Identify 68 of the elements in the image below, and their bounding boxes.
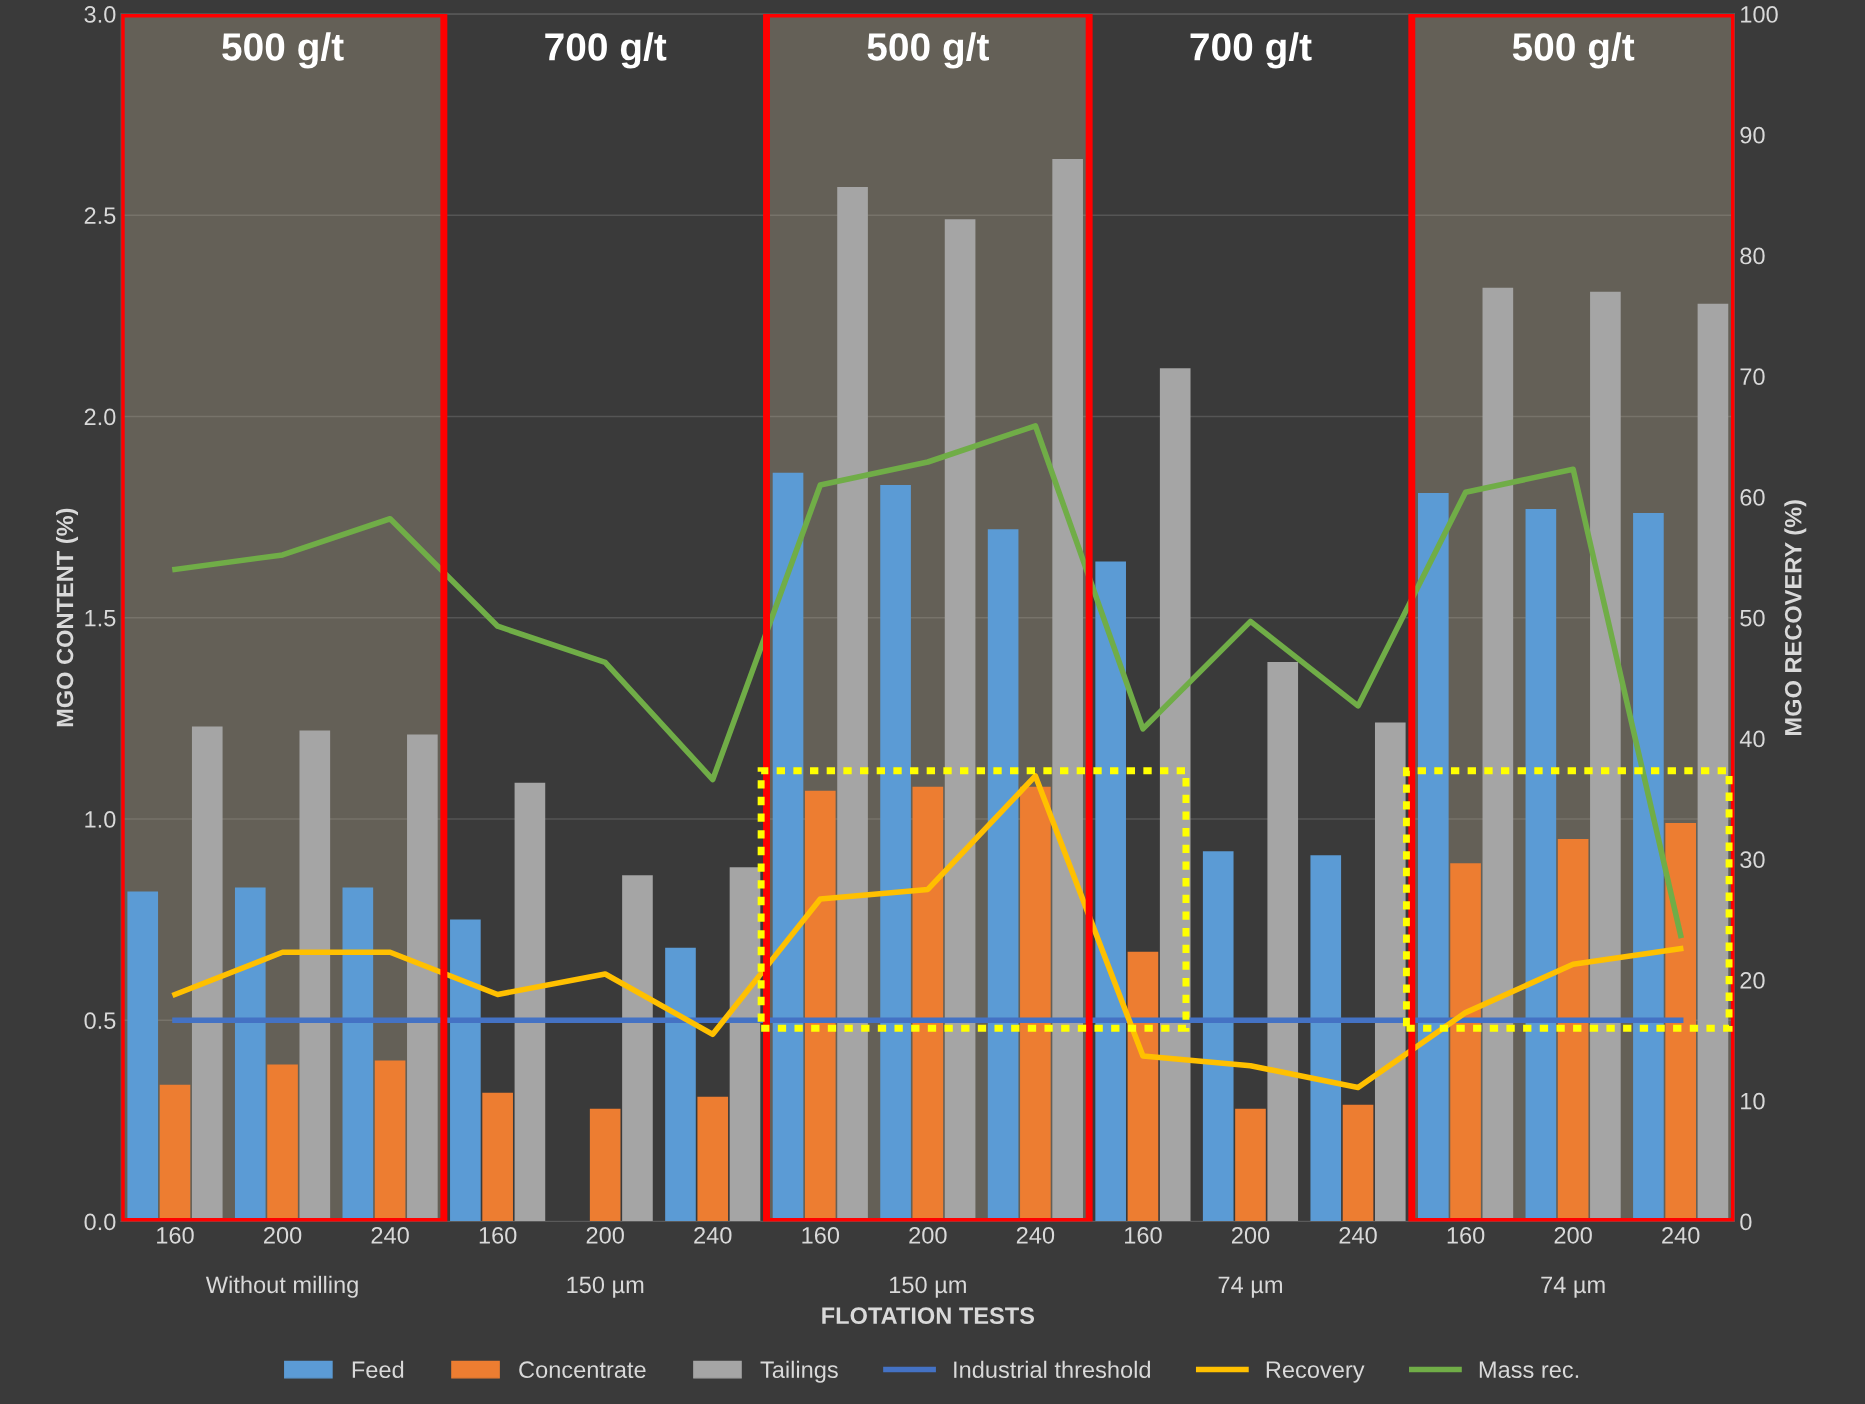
- x-tick-label: 240: [694, 1226, 732, 1244]
- y-tick-label: 2.5: [84, 207, 116, 225]
- bar: [1095, 561, 1126, 1222]
- y2-tick-label: 80: [1740, 247, 1765, 265]
- bar: [1127, 951, 1159, 1222]
- y2-tick-label: 90: [1740, 126, 1765, 144]
- legend-label: Industrial threshold: [954, 1360, 1151, 1379]
- bar: [1374, 722, 1406, 1222]
- annotation: 500 g/t: [222, 32, 344, 69]
- y2-tick-label: 40: [1739, 730, 1765, 748]
- y-tick-label: 1.5: [85, 610, 116, 627]
- bar: [1159, 368, 1191, 1222]
- y2-tick-label: 30: [1740, 851, 1765, 869]
- y-axis-title: MGO CONTENT (%): [55, 508, 78, 727]
- annotation: 700 g/t: [545, 32, 667, 69]
- legend-label: Tailings: [760, 1360, 838, 1383]
- x-axis-title: FLOTATION TESTS: [822, 1307, 1035, 1325]
- x-tick-label: 160: [1447, 1226, 1485, 1244]
- x-tick-label: 240: [1662, 1226, 1700, 1244]
- y2-tick-label: 70: [1740, 368, 1765, 386]
- text: Without milling: [205, 1275, 358, 1298]
- text: 150 µm: [567, 1276, 644, 1298]
- x-tick-label: 240: [1016, 1226, 1055, 1244]
- text: 74 µm: [1541, 1276, 1605, 1298]
- bar: [622, 875, 653, 1222]
- bar: [589, 1108, 621, 1222]
- annotation: 500 g/t: [867, 32, 989, 69]
- legend-label: Feed: [352, 1360, 404, 1379]
- text: 150 µm: [890, 1276, 966, 1298]
- bar: [729, 867, 761, 1222]
- bar: [450, 919, 481, 1222]
- y2-tick-label: 100: [1741, 6, 1778, 23]
- y-tick-label: 0.5: [84, 1012, 116, 1030]
- y2-tick-label: 0: [1740, 1213, 1752, 1231]
- y-tick-label: 0.0: [84, 1213, 116, 1231]
- legend-label: Concentrate: [519, 1361, 646, 1379]
- y2-tick-label: 60: [1740, 489, 1765, 506]
- x-tick-label: 200: [1231, 1226, 1270, 1244]
- bar: [1267, 662, 1299, 1222]
- bar: [514, 782, 546, 1222]
- x-tick-label: 160: [802, 1226, 840, 1244]
- y2-tick-label: 20: [1740, 972, 1765, 989]
- text: 74 µm: [1218, 1276, 1282, 1298]
- x-tick-label: 200: [586, 1226, 624, 1244]
- y-tick-label: 3.0: [84, 6, 116, 23]
- x-tick-label: 200: [264, 1226, 302, 1244]
- legend-label: Mass rec.: [1479, 1361, 1579, 1379]
- y-tick-label: 2.0: [84, 408, 116, 426]
- bar: [1342, 1104, 1374, 1222]
- x-tick-label: 240: [371, 1226, 409, 1244]
- bar: [1310, 855, 1342, 1222]
- bar: [1235, 1108, 1266, 1222]
- x-tick-label: 200: [909, 1226, 947, 1244]
- x-tick-label: 160: [157, 1226, 194, 1244]
- x-tick-label: 160: [1125, 1226, 1162, 1244]
- x-tick-label: 240: [1339, 1226, 1377, 1244]
- bar: [697, 1096, 729, 1222]
- y2-axis-title: MGO RECOVERY (%): [1784, 500, 1807, 735]
- x-tick-label: 160: [479, 1226, 517, 1244]
- y2-tick-label: 10: [1741, 1092, 1765, 1110]
- bar: [482, 1092, 513, 1222]
- bar: [1202, 851, 1234, 1222]
- x-tick-label: 200: [1554, 1226, 1592, 1244]
- y-tick-label: 1.0: [85, 811, 116, 828]
- annotation: 700 g/t: [1190, 32, 1312, 69]
- bar: [665, 947, 696, 1222]
- y2-tick-label: 50: [1740, 609, 1765, 627]
- legend-label: Recovery: [1266, 1361, 1365, 1383]
